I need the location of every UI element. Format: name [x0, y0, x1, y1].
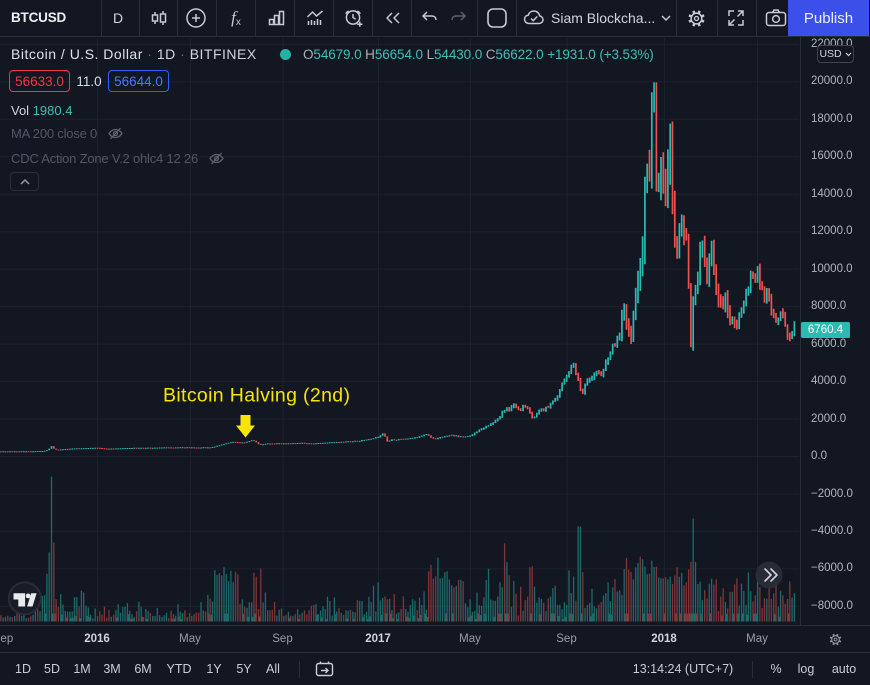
svg-text:Bitcoin Halving (2nd): Bitcoin Halving (2nd) — [163, 385, 350, 407]
